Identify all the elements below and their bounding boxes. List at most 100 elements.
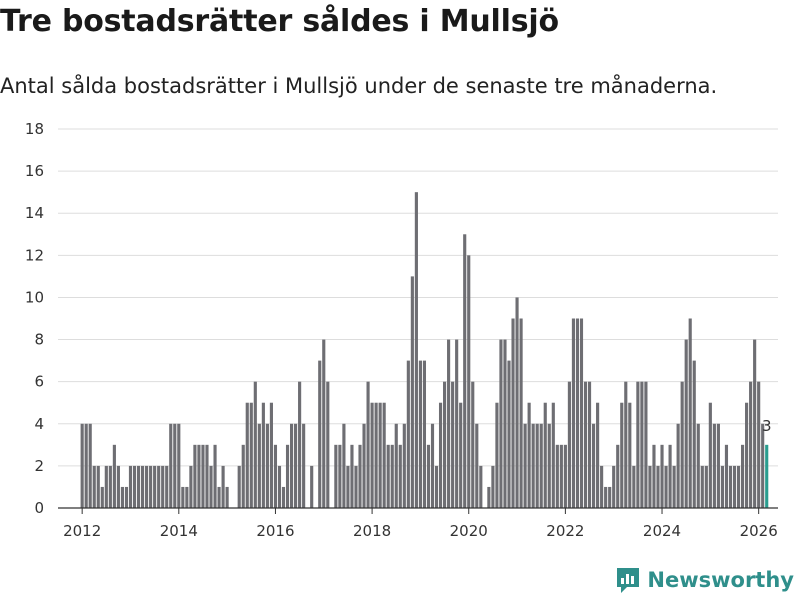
bar: [652, 444, 656, 508]
bar: [676, 423, 680, 508]
bar: [656, 465, 660, 508]
bar: [169, 423, 173, 508]
bar: [563, 444, 567, 508]
bar: [700, 465, 704, 508]
x-tick-label: 2022: [546, 522, 584, 540]
bar: [136, 465, 141, 508]
bar: [358, 444, 362, 508]
newsworthy-logo: Newsworthy: [615, 566, 794, 594]
y-tick-label: 6: [34, 373, 44, 391]
bar: [624, 381, 628, 508]
bar: [382, 402, 386, 508]
bar: [571, 318, 576, 508]
bar: [672, 465, 676, 508]
y-tick-label: 12: [25, 246, 44, 264]
bar: [112, 444, 116, 508]
x-tick-label: 2026: [740, 522, 778, 540]
bar: [511, 318, 515, 508]
bar: [213, 444, 217, 508]
bar: [281, 486, 286, 508]
bar: [555, 444, 559, 508]
bar: [346, 465, 350, 508]
bar: [145, 465, 149, 508]
y-tick-label: 14: [25, 204, 44, 222]
bar: [322, 339, 326, 508]
x-tick-label: 2020: [450, 522, 488, 540]
bar: [418, 360, 422, 508]
bar: [350, 444, 354, 508]
bar: [197, 444, 201, 508]
bar: [757, 381, 761, 508]
bar: [253, 381, 257, 508]
bar: [96, 465, 100, 508]
bar: [124, 486, 129, 508]
x-tick-label: 2014: [160, 522, 198, 540]
bar: [712, 423, 716, 508]
bar: [294, 423, 298, 508]
bar: [535, 423, 539, 508]
bar: [108, 465, 112, 508]
bar: [471, 381, 475, 508]
bar: [128, 465, 133, 508]
bar: [374, 402, 378, 508]
bar: [185, 486, 189, 508]
bar: [241, 444, 245, 508]
bar: [273, 444, 278, 508]
bar: [201, 444, 205, 508]
bar: [487, 486, 491, 508]
bar: [608, 486, 612, 508]
bar: [463, 234, 467, 508]
bar: [604, 486, 608, 508]
bar: [736, 465, 741, 508]
bar: [394, 423, 398, 508]
bar: [225, 486, 229, 508]
bar: [261, 402, 265, 508]
bar: [507, 360, 511, 508]
bar: [366, 381, 370, 508]
bar: [567, 381, 571, 508]
bar: [140, 465, 145, 508]
bar: [302, 423, 306, 508]
bar: [217, 486, 221, 508]
bar: [692, 360, 696, 508]
bar: [84, 423, 88, 508]
bar: [749, 381, 753, 508]
bar: [173, 423, 177, 508]
newsworthy-logo-icon: [617, 568, 640, 593]
bar: [334, 444, 338, 508]
bar: [515, 297, 519, 508]
chart-subtitle: Antal sålda bostadsrätter i Mullsjö unde…: [0, 74, 718, 98]
bar: [181, 486, 185, 508]
bar: [583, 381, 588, 508]
bar: [753, 339, 757, 508]
bar: [519, 318, 523, 508]
bar: [438, 402, 443, 508]
bar: [265, 423, 269, 508]
bar: [430, 423, 435, 508]
x-tick-label: 2024: [643, 522, 681, 540]
bar: [688, 318, 692, 508]
bar: [596, 402, 600, 508]
bar: [443, 381, 447, 508]
brand-name: Newsworthy: [647, 568, 794, 592]
bar: [620, 402, 624, 508]
bar: [547, 423, 551, 508]
bar: [277, 465, 282, 508]
bar: [177, 423, 181, 508]
y-tick-label: 4: [34, 415, 44, 433]
x-axis: 2012 2014 2016 2018 2020 2022 2024 2026: [58, 507, 778, 540]
bar: [527, 402, 531, 508]
bar: [132, 465, 137, 508]
bar: [680, 381, 684, 508]
highlight-value-label: 3: [762, 417, 772, 435]
bar: [422, 360, 427, 508]
bar: [318, 360, 322, 508]
bar: [285, 444, 290, 508]
bar: [189, 465, 193, 508]
bar: [740, 444, 745, 508]
bar: [640, 381, 644, 508]
bar: [467, 255, 471, 508]
bar: [761, 423, 765, 508]
bar: [628, 402, 632, 508]
bar-chart: 0 2 4 6 8 10 12 14 16 18 2012 2014 2016 2018 2020 2022…: [25, 120, 778, 540]
